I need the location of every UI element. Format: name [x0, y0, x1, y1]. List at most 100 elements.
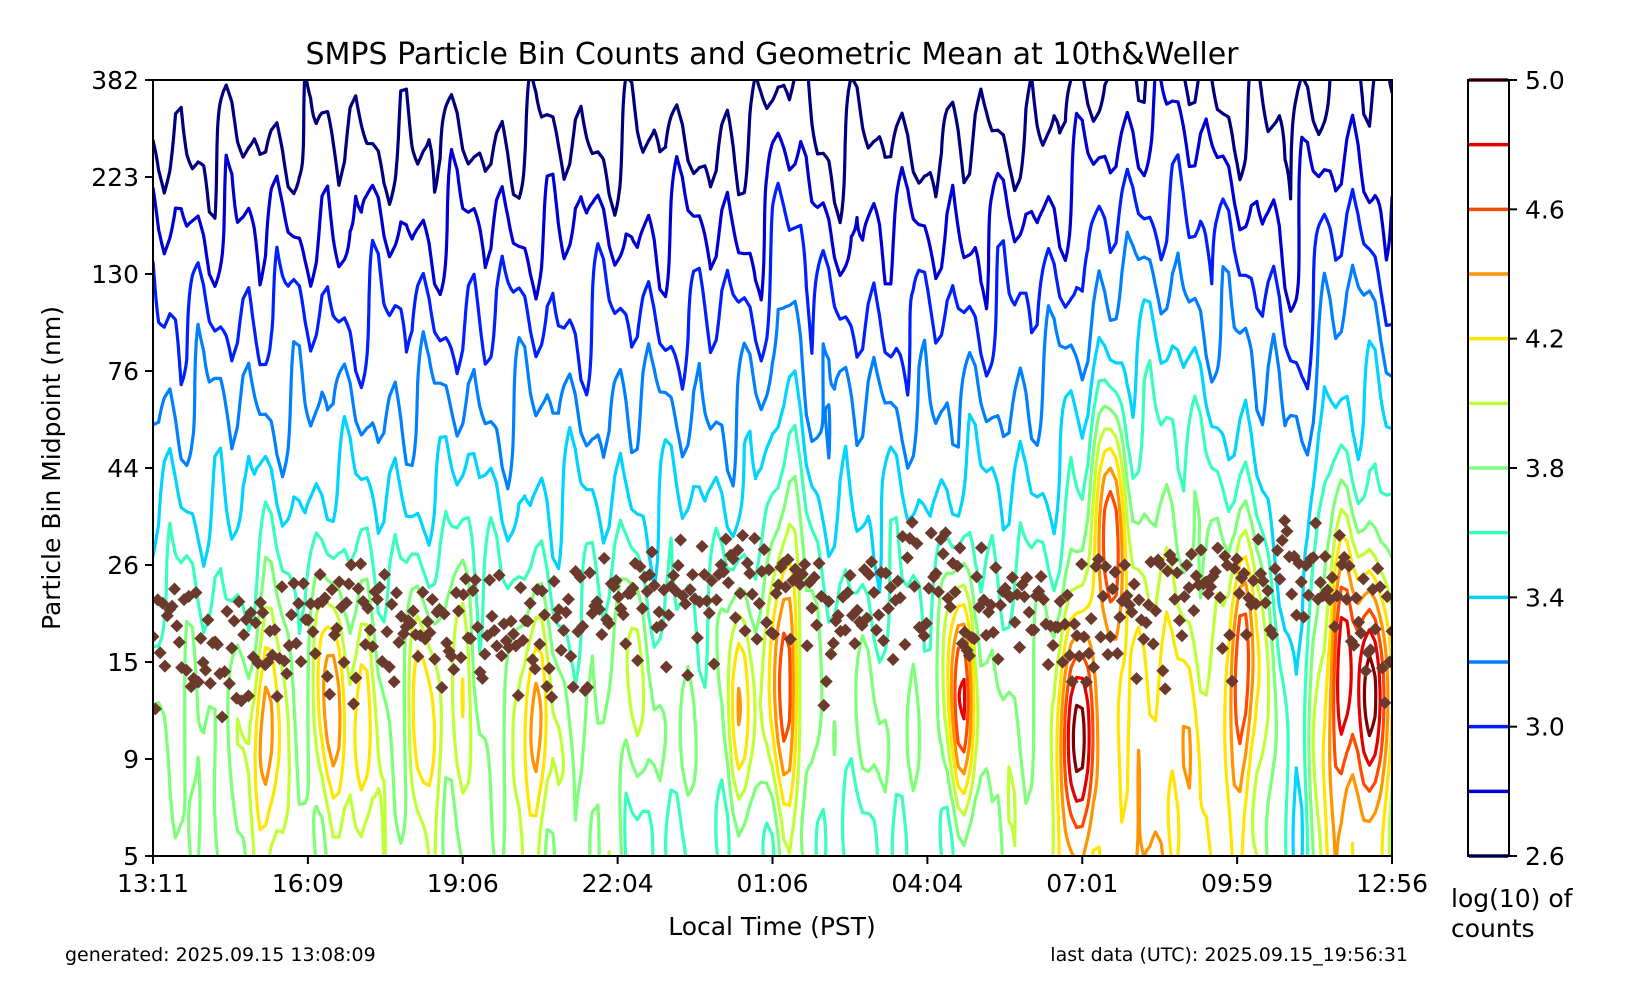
geometric-mean-marker	[1371, 561, 1385, 575]
geometric-mean-marker	[535, 584, 549, 598]
geometric-mean-marker	[898, 638, 912, 652]
geometric-mean-marker	[320, 669, 334, 683]
geometric-mean-marker	[936, 547, 950, 561]
geometric-mean-marker	[392, 635, 406, 649]
geometric-mean-marker	[862, 568, 876, 582]
geometric-mean-marker	[416, 585, 430, 599]
geometric-mean-marker	[1332, 528, 1346, 542]
geometric-mean-marker	[387, 675, 401, 689]
geometric-mean-marker	[738, 624, 752, 638]
geometric-mean-marker	[1065, 675, 1079, 689]
geometric-mean-marker	[1223, 628, 1237, 642]
geometric-mean-marker	[227, 614, 241, 628]
geometric-mean-marker	[540, 680, 554, 694]
geometric-mean-marker	[616, 608, 630, 622]
geometric-mean-marker	[423, 626, 437, 640]
geometric-mean-marker	[1101, 647, 1115, 661]
geometric-mean-marker	[323, 687, 337, 701]
geometric-mean-marker	[514, 581, 528, 595]
geometric-mean-marker	[822, 595, 836, 609]
geometric-mean-marker	[485, 609, 499, 623]
geometric-mean-marker	[277, 654, 291, 668]
geometric-mean-marker	[690, 631, 704, 645]
geometric-mean-marker	[678, 597, 692, 611]
x-axis-ticks: 13:11 16:09 19:06 22:04 01:06 04:04 07:01 09:59…	[117, 856, 1428, 898]
geometric-mean-marker	[1213, 590, 1227, 604]
geometric-mean-marker	[953, 541, 967, 555]
geometric-mean-marker	[1075, 557, 1089, 571]
geometric-mean-marker	[824, 647, 838, 661]
geometric-mean-marker	[705, 574, 719, 588]
contour-level-3.0	[153, 153, 1392, 397]
geometric-mean-marker	[1170, 566, 1184, 580]
geometric-mean-marker	[635, 601, 649, 615]
geometric-mean-marker	[170, 619, 184, 633]
geometric-mean-marker	[905, 515, 919, 529]
geometric-mean-marker	[1046, 638, 1060, 652]
geometric-mean-marker	[526, 653, 540, 667]
geometric-mean-marker	[1077, 630, 1091, 644]
geometric-mean-marker	[1325, 571, 1339, 585]
geometric-mean-marker	[609, 574, 623, 588]
geometric-mean-marker	[1247, 574, 1261, 588]
geometric-mean-marker	[1175, 629, 1189, 643]
geometric-mean-marker	[292, 597, 306, 611]
geometric-mean-marker	[695, 539, 709, 553]
geometric-mean-marker	[1096, 589, 1110, 603]
geometric-mean-marker	[495, 649, 509, 663]
geometric-mean-marker	[728, 611, 742, 625]
geometric-mean-marker	[471, 620, 485, 634]
y-tick-label: 44	[107, 454, 139, 483]
contour-level-3.2	[153, 230, 1392, 491]
geometric-mean-marker	[459, 572, 473, 586]
geometric-mean-marker	[153, 630, 160, 644]
geometric-mean-marker	[280, 667, 294, 681]
geometric-mean-marker	[411, 649, 425, 663]
geometric-mean-marker	[1340, 592, 1354, 606]
geometric-mean-marker	[595, 628, 609, 642]
geometric-mean-marker	[877, 634, 891, 648]
geometric-mean-marker	[172, 635, 186, 649]
geometric-mean-marker	[843, 568, 857, 582]
geometric-mean-marker	[666, 569, 680, 583]
geometric-mean-marker	[561, 592, 575, 606]
geometric-mean-marker	[1204, 580, 1218, 594]
geometric-mean-marker	[1354, 626, 1368, 640]
geometric-mean-marker	[452, 604, 466, 618]
geometric-mean-marker	[1173, 614, 1187, 628]
geometric-mean-marker	[838, 623, 852, 637]
geometric-mean-marker	[344, 558, 358, 572]
geometric-mean-marker	[1132, 593, 1146, 607]
geometric-mean-marker	[1165, 553, 1179, 567]
geometric-mean-marker	[511, 688, 525, 702]
geometric-mean-marker	[869, 623, 883, 637]
geometric-mean-marker	[707, 657, 721, 671]
geometric-mean-marker	[602, 617, 616, 631]
geometric-mean-markers	[153, 514, 1392, 724]
geometric-mean-marker	[1309, 516, 1323, 530]
geometric-mean-marker	[619, 637, 633, 651]
geometric-mean-marker	[244, 606, 258, 620]
geometric-mean-marker	[301, 613, 315, 627]
geometric-mean-marker	[779, 580, 793, 594]
geometric-mean-marker	[967, 632, 981, 646]
geometric-mean-marker	[748, 531, 762, 545]
geometric-mean-marker	[330, 621, 344, 635]
x-tick-label: 09:59	[1201, 869, 1273, 898]
geometric-mean-marker	[573, 570, 587, 584]
geometric-mean-marker	[194, 631, 208, 645]
geometric-mean-marker	[380, 625, 394, 639]
geometric-mean-marker	[1249, 597, 1263, 611]
geometric-mean-marker	[886, 652, 900, 666]
geometric-mean-marker	[740, 556, 754, 570]
geometric-mean-marker	[719, 532, 733, 546]
geometric-mean-marker	[633, 560, 647, 574]
geometric-mean-marker	[241, 689, 255, 703]
geometric-mean-marker	[428, 652, 442, 666]
geometric-mean-marker	[1184, 547, 1198, 561]
y-tick-label: 223	[91, 163, 139, 192]
geometric-mean-marker	[268, 623, 282, 637]
geometric-mean-marker	[363, 623, 377, 637]
geometric-mean-marker	[671, 558, 685, 572]
geometric-mean-marker	[215, 710, 229, 724]
